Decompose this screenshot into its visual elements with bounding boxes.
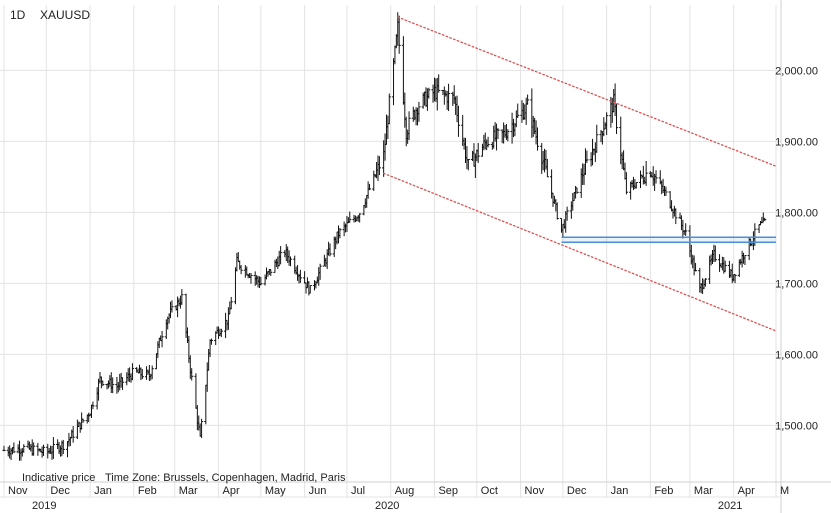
x-tick-label: M — [780, 485, 789, 497]
grid-lines — [0, 5, 781, 498]
support-band-fill — [561, 237, 776, 243]
year-label: 2019 — [32, 500, 56, 512]
x-tick-label: Jan — [611, 485, 629, 497]
ohlc-bars — [2, 12, 767, 461]
x-tick-label: Apr — [738, 485, 755, 497]
x-tick-label: Dec — [50, 485, 70, 497]
x-axis: Nov Dec Jan Feb Mar Apr May Jun Jul Aug Sep Oct Nov D… — [0, 481, 831, 512]
y-axis: 1,500.00 1,600.00 1,700.00 1,800.00 1,900.00… — [775, 0, 818, 513]
y-tick-label: 1,600.00 — [775, 349, 818, 361]
year-label: 2021 — [718, 500, 742, 512]
indicative-price-note: Indicative price — [22, 472, 95, 484]
x-tick-label: Oct — [481, 485, 498, 497]
year-label: 2020 — [375, 500, 399, 512]
x-tick-label: Aug — [395, 485, 415, 497]
y-tick-label: 1,900.00 — [775, 136, 818, 148]
x-tick-label: Jul — [351, 485, 365, 497]
y-tick-label: 1,800.00 — [775, 207, 818, 219]
interval-label[interactable]: 1D — [10, 8, 26, 22]
y-tick-label: 1,500.00 — [775, 420, 818, 432]
x-tick-label: Dec — [567, 485, 587, 497]
symbol-label[interactable]: XAUUSD — [40, 8, 90, 22]
y-tick-label: 1,700.00 — [775, 278, 818, 290]
x-tick-label: Mar — [179, 485, 198, 497]
trend-lines — [382, 16, 777, 332]
x-tick-label: Mar — [694, 485, 713, 497]
x-tick-label: Sep — [438, 485, 458, 497]
x-tick-label: Jun — [309, 485, 327, 497]
x-tick-label: Feb — [138, 485, 157, 497]
x-tick-label: Feb — [654, 485, 673, 497]
x-tick-label: Apr — [223, 485, 240, 497]
x-tick-label: Jan — [94, 485, 112, 497]
x-tick-label: May — [265, 485, 286, 497]
x-tick-label: Nov — [8, 485, 28, 497]
timezone-note: Time Zone: Brussels, Copenhagen, Madrid,… — [105, 472, 346, 484]
x-tick-label: Nov — [525, 485, 545, 497]
channel-upper-line[interactable] — [397, 16, 777, 167]
channel-lower-line[interactable] — [382, 172, 777, 332]
y-tick-label: 2,000.00 — [775, 65, 818, 77]
